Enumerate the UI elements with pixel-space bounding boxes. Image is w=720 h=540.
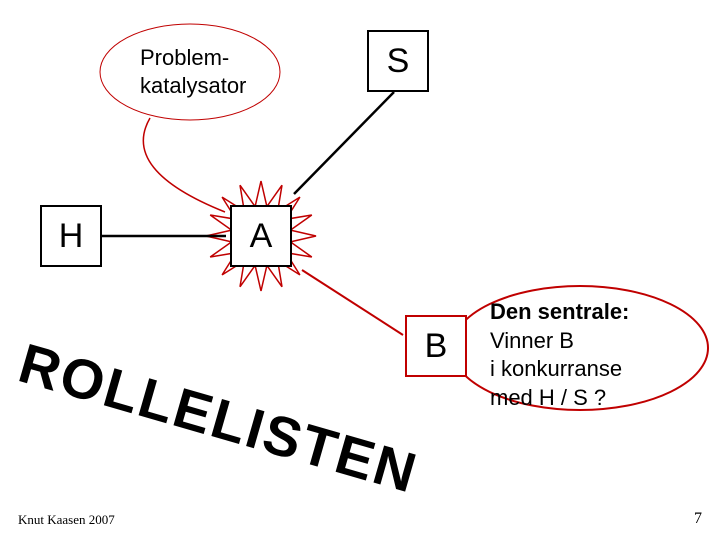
node-a-label: A bbox=[250, 217, 273, 256]
problem-label: Problem- katalysator bbox=[140, 44, 246, 99]
node-h-label: H bbox=[59, 217, 84, 256]
node-b: B bbox=[405, 315, 467, 377]
problem-label-line2: katalysator bbox=[140, 73, 246, 98]
footer-credit: Knut Kaasen 2007 bbox=[18, 512, 115, 528]
edge-s-to-a bbox=[294, 92, 394, 194]
annotation-line1: Den sentrale: bbox=[490, 299, 629, 324]
annotation-line4: med H / S ? bbox=[490, 385, 606, 410]
node-h: H bbox=[40, 205, 102, 267]
title-rollelisten-text: ROLLELISTEN bbox=[12, 331, 424, 505]
page-number: 7 bbox=[694, 510, 702, 528]
node-s: S bbox=[367, 30, 429, 92]
annotation-text: Den sentrale: Vinner B i konkurranse med… bbox=[490, 298, 629, 412]
node-b-label: B bbox=[425, 327, 448, 366]
page-number-text: 7 bbox=[694, 510, 702, 527]
edge-problem-to-a bbox=[143, 118, 225, 212]
node-s-label: S bbox=[387, 42, 410, 81]
edge-a-to-b bbox=[302, 270, 403, 335]
title-rollelisten: ROLLELISTEN bbox=[12, 330, 425, 506]
node-a: A bbox=[230, 205, 292, 267]
problem-label-line1: Problem- bbox=[140, 45, 229, 70]
annotation-line3: i konkurranse bbox=[490, 356, 622, 381]
slide: { "nodes": { "problem": { "text_line1": … bbox=[0, 0, 720, 540]
annotation-line2: Vinner B bbox=[490, 328, 574, 353]
footer-credit-text: Knut Kaasen 2007 bbox=[18, 512, 115, 527]
